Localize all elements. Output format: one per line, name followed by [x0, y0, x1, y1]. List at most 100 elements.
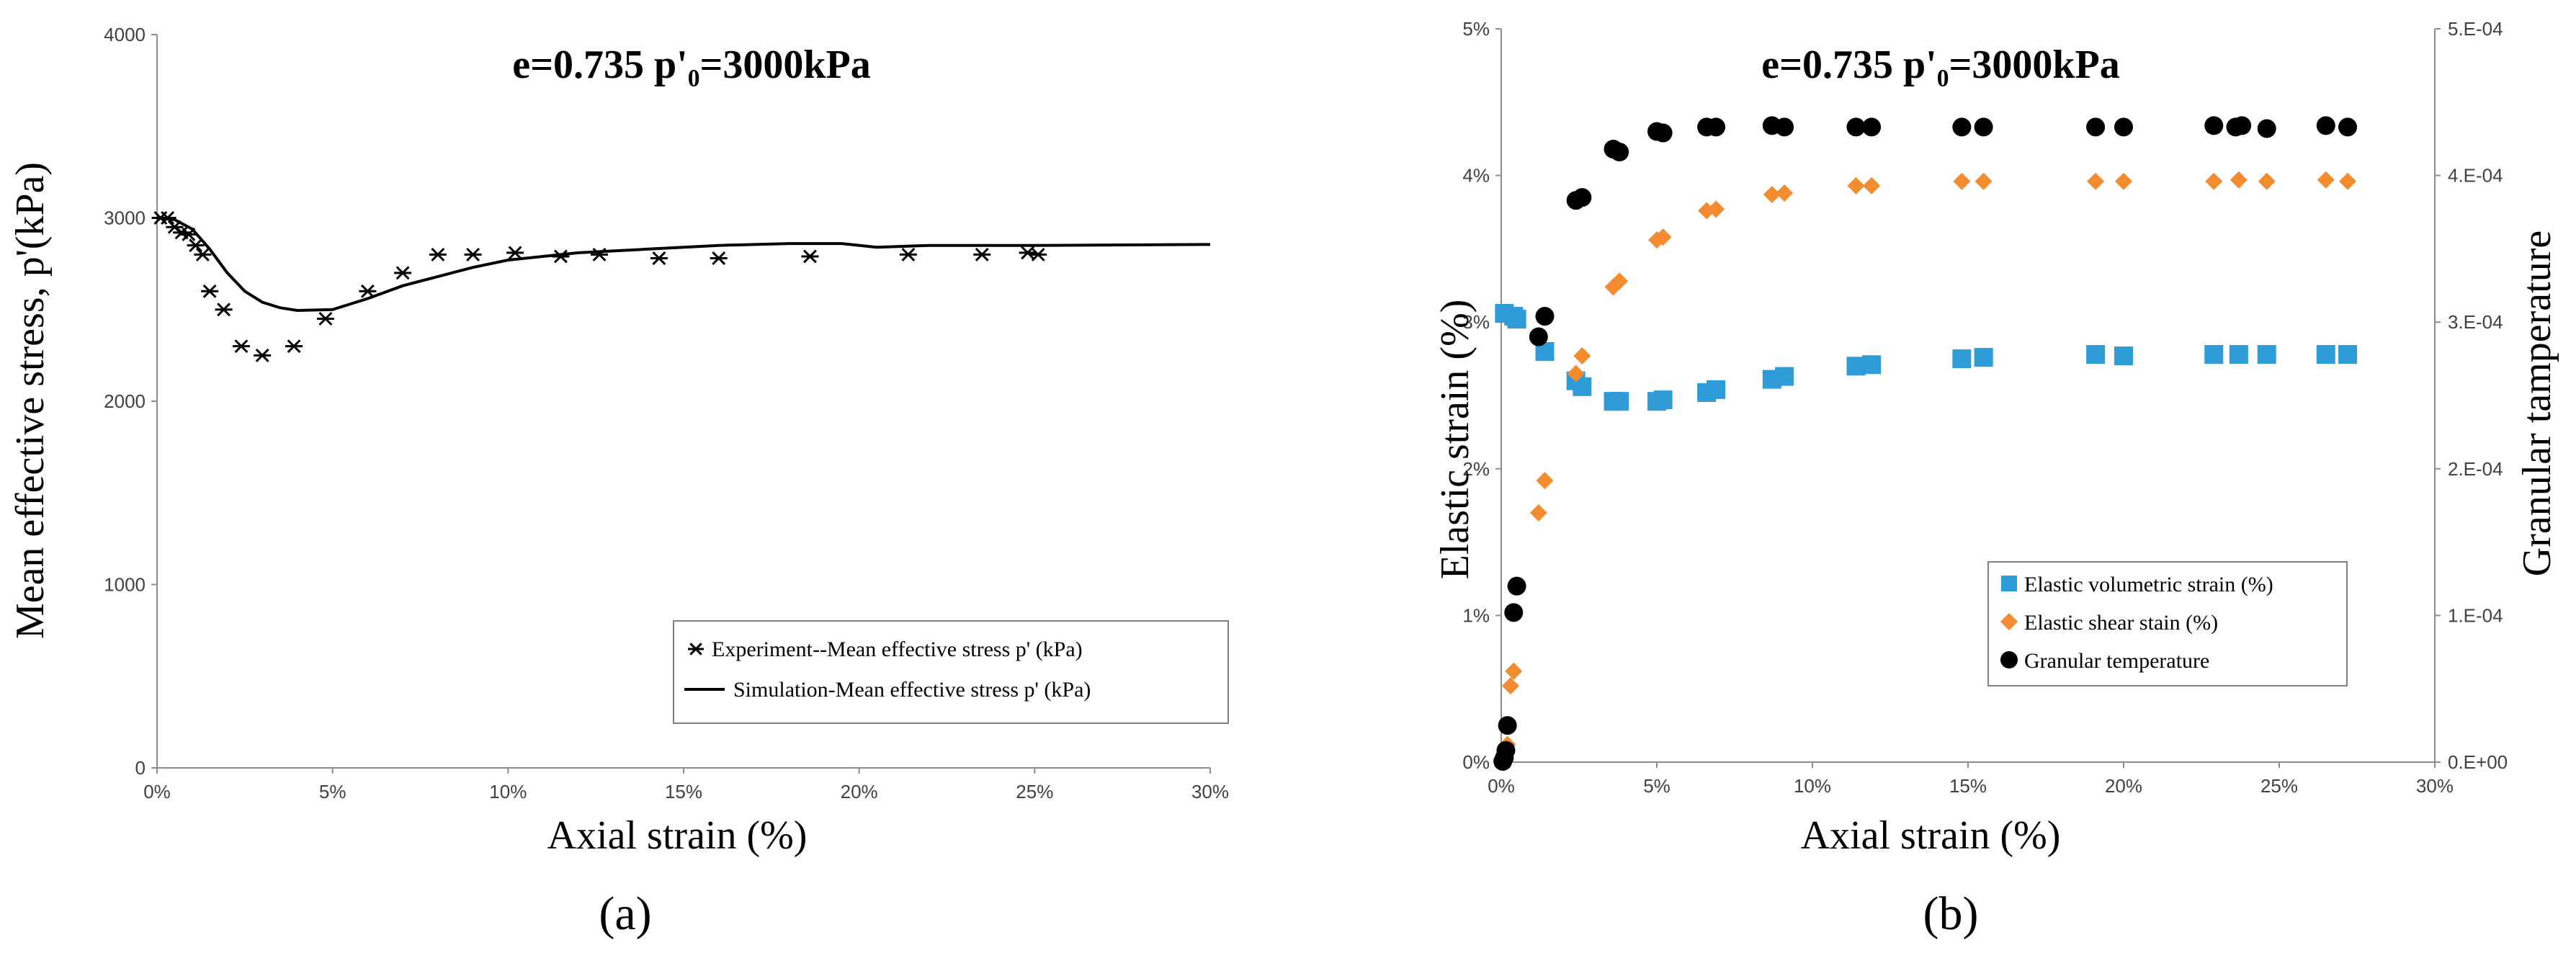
elastic-shear-strain-point — [1707, 200, 1725, 218]
b-x-tick-label: 15% — [1949, 775, 1987, 797]
panel-a-legend: Experiment--Mean effective stress p' (kP… — [673, 620, 1229, 724]
a-x-tick-label: 20% — [841, 781, 878, 802]
panel-b-legend-circle-marker — [2000, 651, 2018, 668]
b-y-tick-label: 2% — [1462, 458, 1490, 480]
elastic-shear-strain-point — [1847, 176, 1865, 194]
panel-a-y-axis-title: Mean effective stress, p'(kPa) — [8, 162, 53, 639]
a-y-tick-label: 1000 — [104, 574, 146, 596]
panel-a-legend-label-experiment: Experiment--Mean effective stress p' (kP… — [712, 637, 1083, 661]
granular-temperature-point — [2114, 117, 2133, 137]
b-y2-tick-label: 0.E+00 — [2448, 751, 2508, 773]
panel-a-chart: 0% 5% 10% 15% 20% 25% 30% 0 1000 2000 3000 4000 e=… — [8, 24, 1229, 940]
elastic-volumetric-strain-point — [1707, 380, 1726, 399]
b-y-tick-label: 3% — [1462, 311, 1490, 333]
panel-b-y-ticks: 0% 1% 2% 3% 4% 5% — [1462, 18, 1501, 773]
panel-b-y2-axis-title: Granular tamperature — [2515, 231, 2559, 576]
panel-a-label: (a) — [599, 887, 651, 940]
experiment-data-point — [158, 211, 176, 225]
simulation-mean-effective-stress-line — [156, 216, 1211, 313]
panel-b-legend: Elastic volumetric strain (%) Elastic sh… — [1987, 561, 2348, 686]
elastic-shear-strain-point — [1975, 172, 1993, 190]
elastic-shear-strain-point — [1505, 662, 1523, 680]
a-x-tick-label: 30% — [1191, 781, 1229, 802]
granular-temperature-point — [1775, 117, 1794, 137]
panel-a-y-ticks: 0 1000 2000 3000 4000 — [104, 24, 157, 779]
panel-b-title: e=0.735 p'₀=3000kPa — [1761, 42, 2120, 87]
a-y-tick-label: 0 — [135, 757, 146, 779]
elastic-volumetric-strain-point — [2114, 346, 2133, 366]
experiment-data-point — [464, 247, 482, 261]
experiment-data-point — [506, 246, 524, 260]
elastic-volumetric-strain-point — [1653, 390, 1673, 410]
panel-b-legend-square-marker — [2001, 576, 2017, 591]
experiment-data-point — [429, 247, 447, 261]
b-y-tick-label: 1% — [1462, 604, 1490, 626]
experiment-data-point — [201, 284, 219, 298]
elastic-volumetric-strain-point — [1507, 310, 1526, 329]
b-y2-tick-label: 1.E-04 — [2448, 604, 2503, 626]
granular-temperature-point — [1498, 716, 1517, 735]
a-y-tick-label: 3000 — [104, 207, 146, 229]
elastic-shear-strain-point — [1529, 504, 1547, 522]
experiment-data-point — [215, 303, 233, 317]
a-x-tick-label: 10% — [489, 781, 527, 802]
panel-b-marks — [1493, 116, 2358, 771]
experiment-data-point — [359, 284, 377, 298]
experiment-data-point — [254, 348, 272, 362]
experiment-data-point — [552, 249, 570, 264]
a-x-tick-label: 5% — [319, 781, 346, 802]
elastic-shear-strain-point — [1611, 272, 1629, 290]
elastic-shear-strain-point — [2317, 171, 2335, 189]
elastic-shear-strain-point — [1573, 347, 1591, 365]
b-y-tick-label: 5% — [1462, 18, 1490, 40]
experiment-data-point — [194, 247, 212, 261]
elastic-volumetric-strain-point — [2338, 344, 2358, 364]
elastic-volumetric-strain-point — [2229, 344, 2248, 364]
elastic-shear-strain-point — [1763, 186, 1781, 204]
elastic-shear-strain-point — [2087, 172, 2105, 190]
panel-b-y-axis-title: Elastic strain (%) — [1433, 300, 1477, 580]
elastic-volumetric-strain-point — [1775, 367, 1794, 386]
elastic-shear-strain-point — [1654, 228, 1672, 246]
granular-temperature-point — [1573, 188, 1592, 207]
b-x-tick-label: 5% — [1643, 775, 1671, 797]
experiment-data-point — [187, 238, 205, 253]
granular-temperature-point — [1707, 117, 1726, 137]
panel-b-legend-box — [1987, 561, 2348, 686]
granular-temperature-point — [1496, 741, 1516, 760]
experiment-data-point — [394, 266, 412, 280]
elastic-volumetric-strain-point — [2316, 344, 2335, 364]
panel-b-label: (b) — [1923, 887, 1979, 940]
panel-b-legend-diamond-marker — [2000, 613, 2018, 630]
experiment-data-point — [899, 247, 917, 261]
a-y-tick-label: 2000 — [104, 390, 146, 412]
elastic-shear-strain-point — [2230, 171, 2248, 189]
panel-a-title: e=0.735 p'₀=3000kPa — [512, 42, 871, 87]
a-x-tick-label: 25% — [1016, 781, 1053, 802]
elastic-shear-strain-point — [1776, 184, 1794, 202]
elastic-volumetric-strain-point — [2086, 344, 2106, 364]
b-y-tick-label: 0% — [1462, 751, 1490, 773]
b-y2-tick-label: 3.E-04 — [2448, 311, 2503, 333]
panel-a-x-ticks: 0% 5% 10% 15% 20% 25% 30% — [143, 768, 1229, 802]
experiment-data-point — [710, 251, 728, 265]
elastic-shear-strain-point — [1863, 176, 1881, 194]
panel-b-chart: 0% 5% 10% 15% 20% 25% 30% 0% 1% 2% 3% 4% 5% 0.E+00 1… — [1433, 18, 2559, 940]
b-y2-tick-label: 4.E-04 — [2448, 165, 2503, 187]
b-y-tick-label: 4% — [1462, 165, 1490, 187]
experiment-data-point — [179, 227, 197, 241]
granular-temperature-point — [1952, 117, 1972, 137]
experiment-data-point — [801, 249, 819, 264]
b-y2-tick-label: 5.E-04 — [2448, 18, 2503, 40]
elastic-shear-strain-point — [1953, 172, 1971, 190]
panel-b-legend-label-shear: Elastic shear stain (%) — [2024, 611, 2218, 635]
panel-a-legend-label-simulation: Simulation-Mean effective stress p' (kPa… — [733, 678, 1091, 702]
elastic-shear-strain-point — [1536, 472, 1554, 490]
panel-b-x-ticks: 0% 5% 10% 15% 20% 25% 30% — [1488, 762, 2454, 797]
legend-asterisk — [688, 643, 704, 656]
experiment-data-point — [650, 251, 668, 265]
elastic-shear-strain-point — [2115, 172, 2132, 190]
a-x-tick-label: 15% — [665, 781, 702, 802]
b-x-tick-label: 0% — [1488, 775, 1515, 797]
panel-b-x-axis-title: Axial strain (%) — [1801, 813, 2061, 858]
